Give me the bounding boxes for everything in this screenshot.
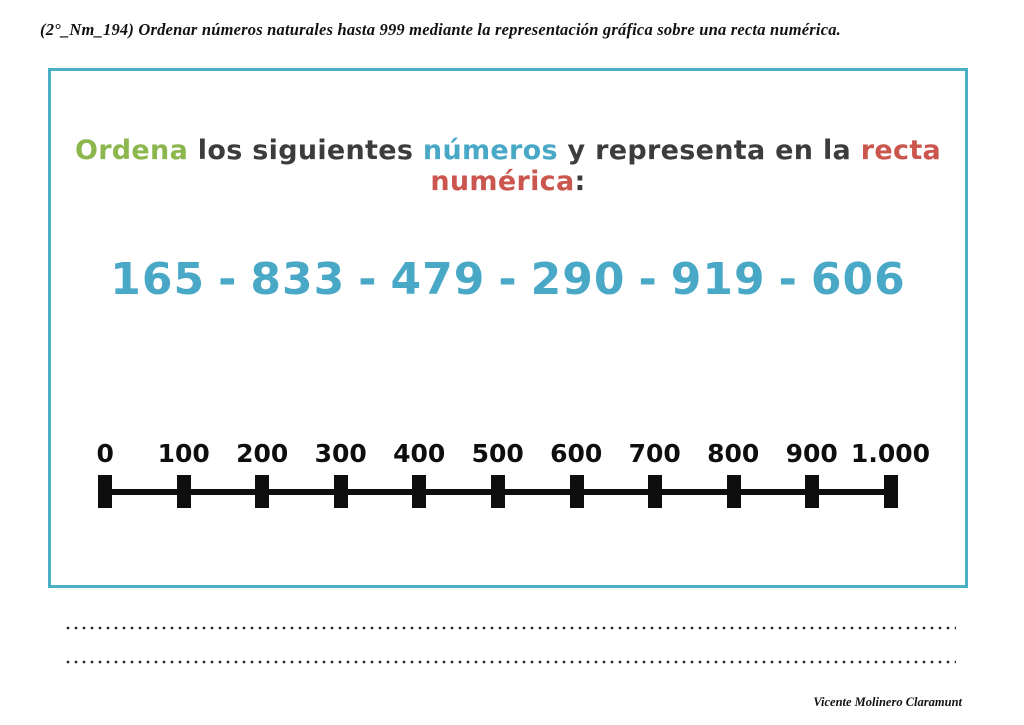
tick-label: 400: [393, 439, 446, 468]
tick-mark: [412, 475, 427, 508]
number-value: 833: [250, 254, 346, 305]
tick-label: 300: [314, 439, 367, 468]
worksheet-box: Ordena los siguientes números y represen…: [48, 68, 968, 588]
title-part-recta-numerica: recta numérica: [430, 135, 942, 197]
title-part-ordena: Ordena: [74, 135, 189, 166]
tick-label: 0: [96, 439, 114, 468]
tick-mark: [176, 475, 191, 508]
tick-mark: [726, 475, 741, 508]
title-part-colon: :: [574, 166, 586, 197]
tick-mark: [648, 475, 663, 508]
tick-mark: [883, 475, 898, 508]
number-value: 290: [530, 254, 626, 305]
tick-label: 200: [236, 439, 289, 468]
tick-label: 900: [785, 439, 838, 468]
number-line-ticks: [66, 475, 930, 508]
tick-mark: [98, 475, 113, 508]
number-line: 0 100 200 300 400 500 600 700 800 900 1.…: [66, 439, 930, 508]
number-value: 606: [810, 254, 906, 305]
tick-label: 500: [471, 439, 524, 468]
dash-separator: -: [778, 254, 798, 305]
tick-label: 1.000: [850, 439, 930, 468]
title-part-los-siguientes: los siguientes: [188, 135, 423, 166]
dash-separator: -: [358, 254, 378, 305]
tick-mark: [805, 475, 820, 508]
author-signature: Vicente Molinero Claramunt: [813, 695, 962, 709]
tick-label: 700: [628, 439, 681, 468]
answer-line-1: [64, 626, 956, 630]
title-part-numeros: números: [422, 135, 558, 166]
tick-label: 100: [157, 439, 210, 468]
number-line-labels: 0 100 200 300 400 500 600 700 800 900 1.…: [66, 439, 930, 468]
tick-mark: [255, 475, 270, 508]
dash-separator: -: [638, 254, 658, 305]
tick-label: 800: [707, 439, 760, 468]
dash-separator: -: [498, 254, 518, 305]
tick-mark: [569, 475, 584, 508]
number-value: 919: [670, 254, 766, 305]
dash-separator: -: [218, 254, 238, 305]
tick-mark: [490, 475, 505, 508]
numbers-row: 165-833-479-290-919-606: [51, 254, 965, 305]
tick-mark: [333, 475, 348, 508]
worksheet-title: Ordena los siguientes números y represen…: [51, 135, 965, 197]
tick-label: 600: [550, 439, 603, 468]
number-value: 479: [390, 254, 486, 305]
number-value: 165: [110, 254, 206, 305]
answer-line-2: [64, 660, 956, 664]
title-part-y-representa: y representa en la: [557, 135, 861, 166]
objective-text: (2°_Nm_194) Ordenar números naturales ha…: [40, 20, 841, 39]
